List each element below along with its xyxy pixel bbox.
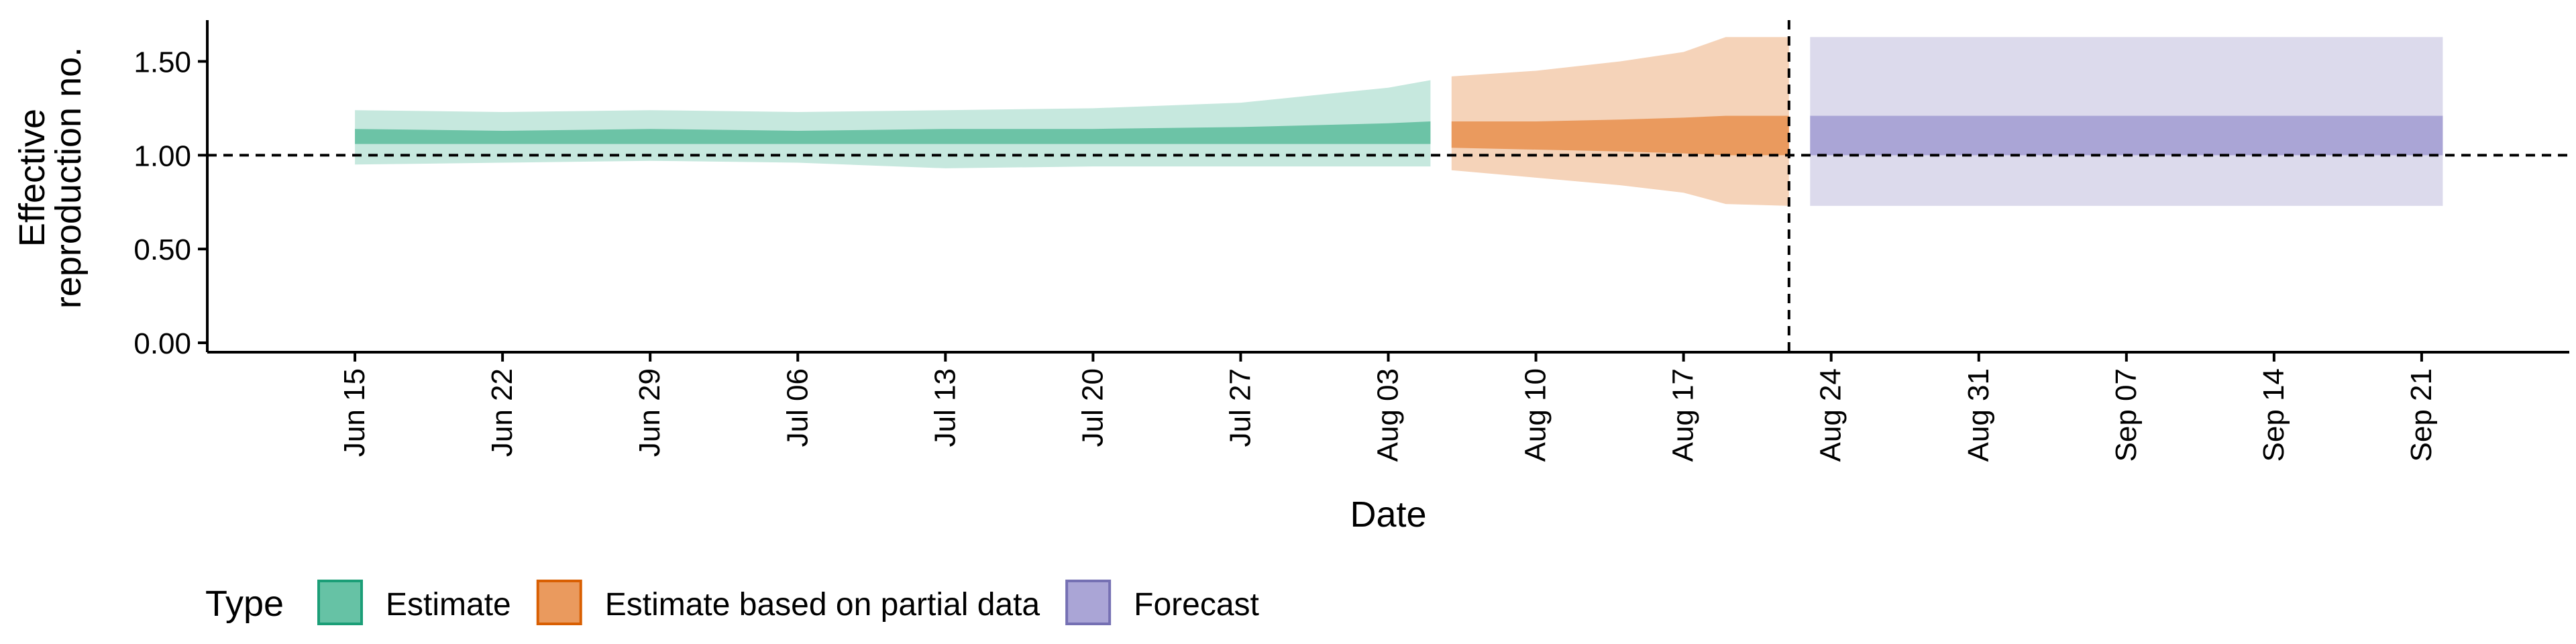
band-50-forecast [1810,115,2443,156]
x-axis-title: Date [1350,494,1426,535]
x-tick-label: Aug 31 [1962,368,1995,462]
legend-item-estimate: Estimate [317,580,511,625]
x-tick-label: Jun 29 [633,368,666,457]
legend-item-estimate-based-on-partial-data: Estimate based on partial data [536,580,1040,625]
series-estimate-based-on-partial-data [1451,37,1789,206]
x-tick-label: Aug 03 [1372,368,1405,462]
x-tick-label: Jul 27 [1224,368,1256,447]
legend-swatch [536,580,582,625]
band-50-estimate [355,121,1431,144]
x-tick-label: Jul 13 [928,368,961,447]
legend-item-forecast: Forecast [1065,580,1259,625]
axes: 0.00 0.50 1.00 1.50 Jun 15 Jun 22 Jun 29 Jul 06… [133,20,2569,462]
band-50-estimate-based-on-partial-data [1451,115,1789,156]
x-tick-label: Aug 24 [1815,368,1847,462]
series-estimate [355,80,1431,168]
legend-label: Forecast [1134,587,1259,623]
y-tick-label: 0.00 [133,327,191,360]
x-tick-label: Jun 22 [486,368,519,457]
series-forecast [1810,37,2443,206]
x-tick-label: Aug 10 [1519,368,1552,462]
x-tick-label: Sep 07 [2110,368,2143,462]
legend-title: Type [205,584,284,624]
legend-swatch [317,580,363,625]
x-tick-label: Jul 06 [781,368,814,447]
y-tick-label: 1.50 [133,46,191,79]
x-tick-label: Jul 20 [1076,368,1109,447]
y-axis-title-line: reproduction no. [48,47,89,309]
plot-area [207,20,2569,352]
legend-label: Estimate [386,587,511,623]
y-tick-label: 0.50 [133,233,191,266]
band-90-estimate [355,80,1431,168]
y-axis-title-line: Effective [12,109,52,247]
x-tick-label: Sep 14 [2257,368,2290,462]
x-tick-label: Jun 15 [338,368,371,457]
legend-label: Estimate based on partial data [605,587,1040,623]
legend-swatch [1065,580,1112,625]
y-tick-label: 1.00 [133,140,191,172]
legend: Type Estimate Estimate based on partial da… [205,580,1259,625]
x-tick-label: Aug 17 [1667,368,1700,462]
x-tick-label: Sep 21 [2405,368,2438,462]
